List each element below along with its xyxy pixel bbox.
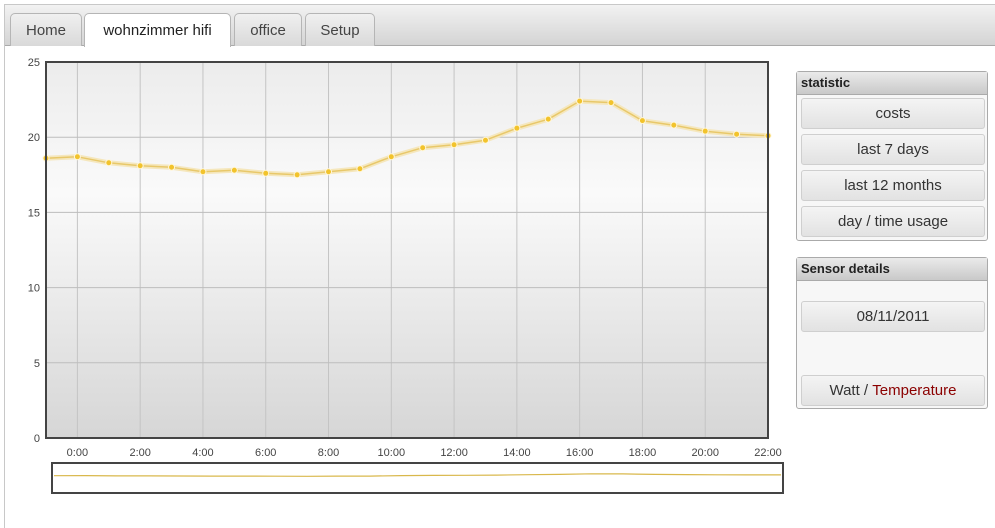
data-point[interactable] xyxy=(513,124,521,132)
data-point[interactable] xyxy=(356,165,364,173)
data-point[interactable] xyxy=(576,97,584,105)
x-tick-label: 4:00 xyxy=(192,447,213,459)
tab-wohnzimmer-hifi[interactable]: wohnzimmer hifi xyxy=(84,13,231,47)
y-tick-label: 20 xyxy=(28,132,40,144)
plot-border xyxy=(45,61,769,439)
chart-svg: 0 5 10 15 20 25 0:00 2:00 4:00 6:00 8:00 10:00 12:0… xyxy=(28,57,784,494)
x-tick-label: 10:00 xyxy=(378,447,406,459)
y-tick-label: 10 xyxy=(28,283,40,295)
tab-office[interactable]: office xyxy=(234,13,302,46)
x-tick-label: 12:00 xyxy=(440,447,468,459)
data-point[interactable] xyxy=(230,166,238,174)
window-frame xyxy=(4,4,995,528)
data-point[interactable] xyxy=(136,162,144,170)
unit-separator: / xyxy=(859,382,873,399)
statistic-panel-title: statistic xyxy=(797,72,987,95)
tab-bar: Home wohnzimmer hifi office Setup xyxy=(5,5,995,47)
data-point[interactable] xyxy=(638,117,646,125)
x-tick-label: 14:00 xyxy=(503,447,531,459)
data-point[interactable] xyxy=(262,169,270,177)
navigator-series-line xyxy=(53,473,781,477)
x-tick-label: 20:00 xyxy=(691,447,719,459)
day-time-usage-button[interactable]: day / time usage xyxy=(801,206,985,237)
tab-home[interactable]: Home xyxy=(10,13,82,46)
data-point[interactable] xyxy=(105,159,113,167)
data-point[interactable] xyxy=(73,153,81,161)
data-point[interactable] xyxy=(733,130,741,138)
data-point[interactable] xyxy=(199,168,207,176)
date-button[interactable]: 08/11/2011 xyxy=(801,301,985,332)
data-point[interactable] xyxy=(293,171,301,179)
y-tick-label: 0 xyxy=(34,433,40,445)
x-tick-label: 22:00 xyxy=(754,447,782,459)
data-point[interactable] xyxy=(701,127,709,135)
data-point[interactable] xyxy=(670,121,678,129)
y-tick-label: 5 xyxy=(34,358,40,370)
data-point[interactable] xyxy=(387,153,395,161)
data-point[interactable] xyxy=(607,99,615,107)
data-point[interactable] xyxy=(419,144,427,152)
x-tick-label: 16:00 xyxy=(566,447,594,459)
y-tick-label: 25 xyxy=(28,57,40,69)
x-tick-label: 0:00 xyxy=(67,447,88,459)
range-navigator[interactable] xyxy=(51,462,784,494)
costs-button[interactable]: costs xyxy=(801,98,985,129)
x-tick-label: 18:00 xyxy=(629,447,657,459)
watt-option[interactable]: Watt xyxy=(829,382,860,399)
data-point[interactable] xyxy=(168,163,176,171)
y-tick-label: 15 xyxy=(28,207,40,219)
tab-setup[interactable]: Setup xyxy=(305,13,375,46)
unit-toggle[interactable]: Watt / Temperature xyxy=(801,375,985,406)
plot-background xyxy=(46,62,768,438)
last-12-months-button[interactable]: last 12 months xyxy=(801,170,985,201)
temperature-chart: 0 5 10 15 20 25 0:00 2:00 4:00 6:00 8:00 10:00 12:0… xyxy=(8,55,788,500)
data-point[interactable] xyxy=(325,168,333,176)
last-7-days-button[interactable]: last 7 days xyxy=(801,134,985,165)
x-tick-label: 6:00 xyxy=(255,447,276,459)
x-tick-label: 8:00 xyxy=(318,447,339,459)
data-point[interactable] xyxy=(481,136,489,144)
x-tick-label: 2:00 xyxy=(129,447,150,459)
statistic-panel: statistic costs last 7 days last 12 mont… xyxy=(796,71,988,241)
sensor-details-title: Sensor details xyxy=(797,258,987,281)
sensor-details-panel: Sensor details 08/11/2011 Watt / Tempera… xyxy=(796,257,988,409)
series-line xyxy=(45,100,769,176)
temperature-option[interactable]: Temperature xyxy=(872,382,957,399)
data-point[interactable] xyxy=(450,141,458,149)
data-point[interactable] xyxy=(544,115,552,123)
